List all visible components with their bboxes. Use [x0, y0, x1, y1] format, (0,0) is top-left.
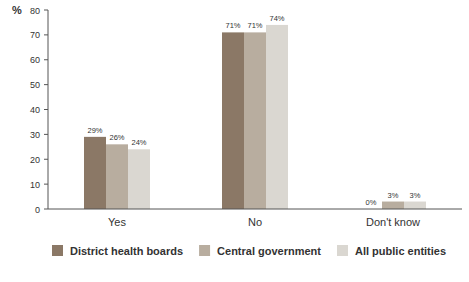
chart: % 0 10 20 30 40 50 60 70 80 29% 26% 24% 71% 71% 74% 0% 3%…: [0, 0, 469, 282]
legend-swatch: [337, 245, 348, 256]
bar: [266, 25, 288, 209]
data-label: 3%: [388, 191, 399, 200]
data-label: 0%: [366, 198, 377, 207]
legend: District health boards Central government…: [52, 245, 446, 257]
y-axis-label: %: [12, 4, 22, 16]
bar: [222, 32, 244, 209]
bars: [84, 25, 426, 209]
bar: [382, 202, 404, 209]
y-tick: [44, 109, 48, 110]
data-label: 71%: [225, 21, 240, 30]
bar: [106, 144, 128, 209]
y-tick: [44, 209, 48, 210]
bar: [84, 137, 106, 209]
data-label: 74%: [269, 14, 284, 23]
data-label: 24%: [131, 138, 146, 147]
data-labels: 29% 26% 24% 71% 71% 74% 0% 3% 3%: [87, 14, 420, 207]
data-label: 71%: [247, 21, 262, 30]
x-axis: [48, 209, 462, 210]
data-label: 3%: [410, 191, 421, 200]
x-tick-label: No: [248, 216, 262, 228]
y-tick-label: 20: [30, 155, 40, 165]
y-tick-label: 80: [30, 6, 40, 16]
x-tick-label: Yes: [108, 216, 126, 228]
legend-swatch: [52, 245, 63, 256]
y-axis: [48, 10, 49, 209]
legend-label: Central government: [217, 245, 321, 257]
y-tick-label: 0: [35, 205, 40, 215]
y-tick-label: 10: [30, 180, 40, 190]
bar: [404, 202, 426, 209]
data-label: 29%: [87, 126, 102, 135]
y-tick-label: 50: [30, 80, 40, 90]
y-tick: [44, 10, 48, 11]
y-tick: [44, 34, 48, 35]
legend-swatch: [199, 245, 210, 256]
y-tick-label: 70: [30, 30, 40, 40]
legend-label: District health boards: [70, 245, 183, 257]
bar: [128, 149, 150, 209]
data-label: 26%: [109, 133, 124, 142]
legend-label: All public entities: [355, 245, 446, 257]
y-tick: [44, 184, 48, 185]
y-tick-label: 30: [30, 130, 40, 140]
y-tick-label: 60: [30, 55, 40, 65]
y-tick: [44, 134, 48, 135]
bar: [244, 32, 266, 209]
y-tick: [44, 159, 48, 160]
x-tick-label: Don't know: [366, 216, 420, 228]
y-tick-label: 40: [30, 105, 40, 115]
y-tick: [44, 84, 48, 85]
y-tick: [44, 59, 48, 60]
